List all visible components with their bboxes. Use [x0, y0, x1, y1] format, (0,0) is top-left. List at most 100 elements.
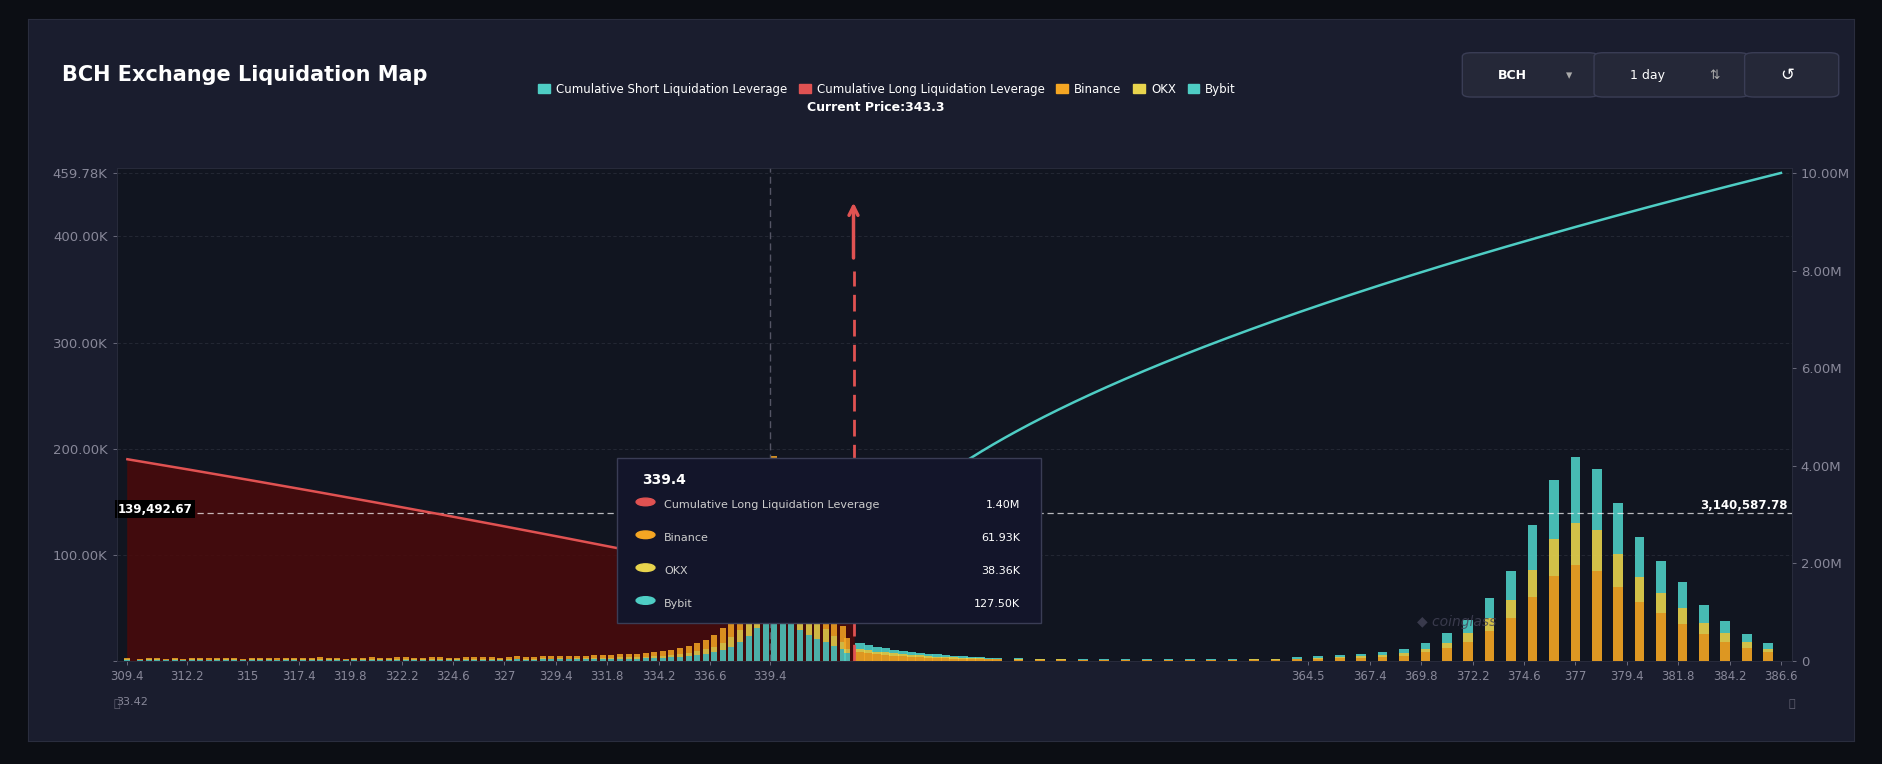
- Text: ↺: ↺: [1780, 66, 1794, 84]
- Text: Bybit: Bybit: [664, 599, 693, 609]
- Bar: [1720, 633, 1730, 642]
- Bar: [574, 659, 580, 661]
- Bar: [326, 658, 331, 659]
- Bar: [1464, 620, 1474, 633]
- Bar: [871, 655, 883, 661]
- Bar: [958, 659, 967, 661]
- Bar: [967, 657, 977, 658]
- Bar: [1314, 659, 1323, 661]
- Bar: [437, 657, 442, 659]
- Bar: [1570, 457, 1581, 523]
- Bar: [309, 658, 314, 659]
- Bar: [984, 658, 994, 659]
- Bar: [728, 618, 734, 637]
- Bar: [625, 654, 632, 657]
- Bar: [376, 658, 384, 659]
- Bar: [437, 659, 442, 661]
- Bar: [864, 653, 873, 661]
- Bar: [335, 660, 341, 661]
- Bar: [1334, 659, 1344, 661]
- Bar: [907, 655, 917, 656]
- Bar: [198, 660, 203, 661]
- Bar: [1635, 603, 1645, 661]
- Bar: [1464, 633, 1474, 642]
- Bar: [1549, 539, 1558, 576]
- Bar: [975, 659, 984, 661]
- Bar: [412, 658, 418, 659]
- Bar: [941, 657, 950, 659]
- Bar: [600, 659, 606, 661]
- Bar: [1398, 649, 1410, 653]
- Bar: [359, 658, 365, 659]
- Text: 139,492.67: 139,492.67: [119, 503, 192, 516]
- Bar: [1528, 570, 1538, 597]
- Bar: [489, 660, 495, 661]
- Text: 1 day: 1 day: [1630, 70, 1666, 83]
- Bar: [1227, 660, 1238, 661]
- Bar: [171, 660, 177, 661]
- Bar: [839, 626, 845, 642]
- Bar: [738, 604, 743, 630]
- Bar: [523, 657, 529, 659]
- Bar: [231, 660, 237, 661]
- Bar: [832, 636, 837, 646]
- Bar: [694, 643, 700, 651]
- Bar: [292, 658, 297, 659]
- Bar: [1549, 576, 1558, 661]
- Bar: [608, 655, 614, 658]
- Bar: [352, 658, 358, 659]
- Bar: [702, 649, 710, 654]
- Bar: [540, 659, 546, 661]
- Bar: [854, 643, 864, 649]
- Bar: [470, 656, 478, 659]
- Bar: [668, 649, 674, 655]
- Bar: [694, 651, 700, 655]
- Bar: [548, 656, 555, 659]
- Bar: [299, 658, 307, 659]
- Bar: [924, 658, 933, 661]
- Bar: [805, 636, 811, 661]
- Bar: [480, 660, 486, 661]
- Bar: [1570, 523, 1581, 565]
- Bar: [1421, 652, 1430, 661]
- Bar: [1743, 648, 1752, 661]
- Text: Binance: Binance: [664, 533, 710, 543]
- Bar: [907, 652, 917, 655]
- Bar: [711, 652, 717, 661]
- Bar: [1485, 598, 1494, 618]
- Bar: [832, 615, 837, 636]
- Bar: [489, 657, 495, 659]
- Bar: [967, 658, 977, 659]
- Bar: [625, 657, 632, 659]
- Bar: [634, 653, 640, 657]
- Bar: [566, 659, 572, 661]
- Bar: [625, 659, 632, 661]
- Bar: [845, 638, 851, 649]
- Bar: [1720, 642, 1730, 661]
- Bar: [839, 642, 845, 649]
- Bar: [480, 657, 486, 659]
- Bar: [574, 656, 580, 658]
- Bar: [890, 656, 900, 661]
- Bar: [915, 657, 924, 661]
- Bar: [318, 657, 324, 659]
- Bar: [728, 646, 734, 661]
- Bar: [617, 659, 623, 661]
- Bar: [393, 660, 401, 661]
- Text: 33.42: 33.42: [115, 697, 147, 707]
- Bar: [1442, 643, 1451, 648]
- Bar: [359, 660, 365, 661]
- Bar: [1378, 656, 1387, 661]
- Bar: [583, 656, 589, 659]
- Bar: [975, 657, 984, 659]
- Text: 127.50K: 127.50K: [973, 599, 1020, 609]
- Bar: [386, 658, 391, 659]
- Bar: [702, 654, 710, 661]
- Bar: [854, 649, 864, 652]
- Bar: [1357, 654, 1366, 656]
- Bar: [932, 656, 941, 658]
- Bar: [265, 660, 271, 661]
- Bar: [728, 637, 734, 646]
- Bar: [796, 610, 804, 630]
- Bar: [661, 658, 666, 661]
